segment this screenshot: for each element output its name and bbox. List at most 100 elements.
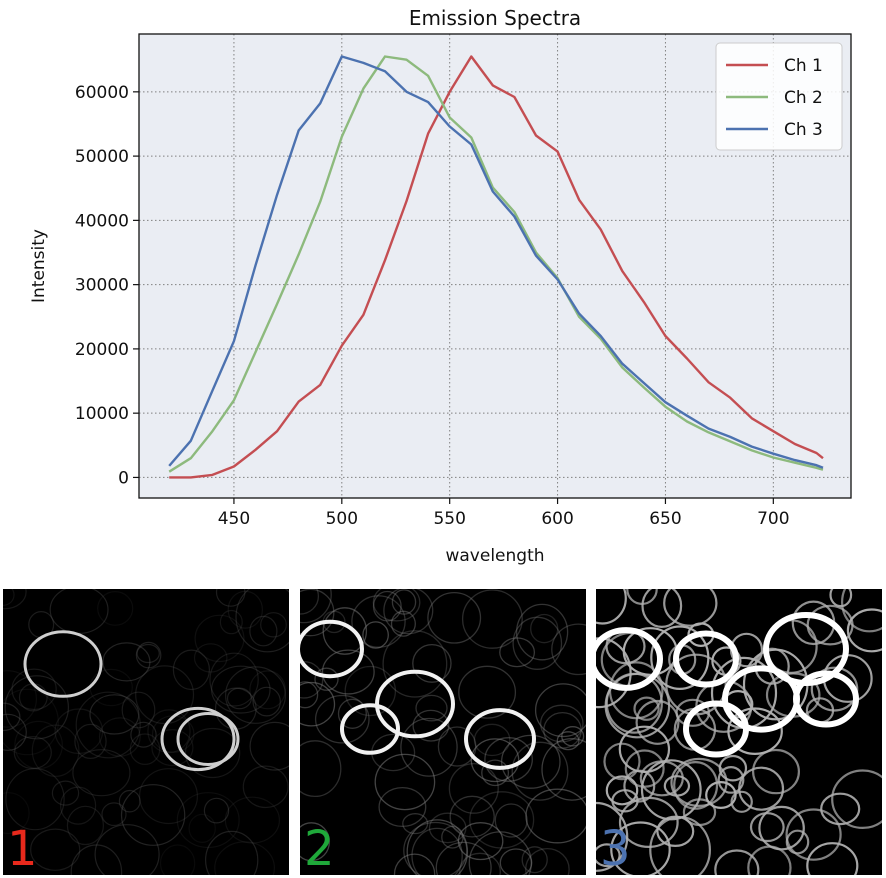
cell-outline xyxy=(226,687,252,710)
x-tick-label: 650 xyxy=(649,509,681,529)
bright-cell-wall xyxy=(160,706,236,772)
cell-outline xyxy=(118,789,141,813)
cell-outline xyxy=(98,717,141,757)
cell-outline xyxy=(640,759,702,821)
cell-outline xyxy=(831,769,882,829)
cell-outline xyxy=(249,615,278,647)
cell-outline xyxy=(300,589,332,624)
cell-outline xyxy=(383,589,434,635)
cell-outline xyxy=(605,775,639,806)
cell-outline xyxy=(120,784,186,846)
cell-outline xyxy=(402,813,429,835)
cell-outline xyxy=(543,711,582,749)
cell-outline xyxy=(102,642,151,682)
cell-outline xyxy=(321,649,375,695)
bright-cell-wall xyxy=(683,700,749,758)
cell-outline xyxy=(219,609,243,635)
cell-outline xyxy=(521,846,548,874)
cell-outline xyxy=(785,808,842,861)
cell-micrograph-ch1 xyxy=(3,589,289,875)
cell-outline xyxy=(224,796,280,844)
cell-outline xyxy=(411,827,463,875)
cell-outline xyxy=(101,802,127,827)
cell-outline xyxy=(72,749,131,797)
cell-outline xyxy=(378,786,427,828)
cell-outline xyxy=(372,589,421,622)
x-tick-label: 600 xyxy=(541,509,573,529)
cell-outline xyxy=(390,610,416,637)
cell-outline xyxy=(211,665,271,714)
cell-outline xyxy=(752,748,801,795)
cell-outline xyxy=(351,595,406,648)
cell-outline xyxy=(499,848,533,875)
cell-outline xyxy=(337,698,367,729)
cell-outline xyxy=(215,589,246,607)
cell-outline xyxy=(3,688,59,756)
cell-outline xyxy=(382,630,448,698)
cell-outline xyxy=(13,736,52,770)
cell-outline xyxy=(74,723,107,759)
cell-outline xyxy=(393,853,436,875)
cell-outline xyxy=(525,788,586,844)
bright-cell-wall xyxy=(23,630,103,698)
cell-outline xyxy=(59,786,97,825)
chart-legend: Ch 1 Ch 2 Ch 3 xyxy=(715,42,843,151)
cell-outline xyxy=(31,724,80,777)
channel-label-1: 1 xyxy=(7,821,38,875)
cell-outline xyxy=(225,666,287,724)
cell-outline xyxy=(618,725,671,773)
cell-outline xyxy=(499,637,536,668)
y-tick-label: 50000 xyxy=(75,147,129,167)
cell-outline xyxy=(730,790,753,813)
bright-cell-wall xyxy=(375,669,455,739)
cell-outline xyxy=(469,791,535,849)
cell-outline xyxy=(193,643,228,673)
cell-outline xyxy=(412,709,450,742)
cell-outline xyxy=(136,643,160,664)
cell-outline xyxy=(846,608,882,653)
cell-outline xyxy=(459,852,501,875)
bright-cell-wall xyxy=(340,703,400,755)
cell-outline xyxy=(738,766,785,811)
cell-outline xyxy=(18,683,48,712)
cell-outline xyxy=(596,801,629,872)
cell-outline xyxy=(322,607,368,655)
bright-cell-wall xyxy=(596,627,663,691)
legend-label: Ch 1 xyxy=(784,56,823,76)
cell-outline xyxy=(11,668,57,711)
cell-outline xyxy=(94,824,160,875)
cell-outline xyxy=(66,805,105,846)
cell-outline xyxy=(184,727,241,779)
cell-outline xyxy=(551,623,586,676)
cell-outline xyxy=(70,844,123,875)
bright-cell-wall xyxy=(673,630,739,688)
cell-outline xyxy=(610,821,671,875)
cell-outline xyxy=(639,760,684,797)
channel-image-1: 1 xyxy=(3,589,289,875)
plot-frame xyxy=(138,33,852,499)
cell-outline xyxy=(663,775,691,797)
cell-outline xyxy=(441,825,464,849)
legend-label: Ch 2 xyxy=(784,88,823,108)
cell-outline xyxy=(415,694,448,722)
y-axis-label: Intensity xyxy=(29,229,49,303)
cell-outline xyxy=(596,637,632,709)
cell-outline xyxy=(435,841,492,875)
cell-outline xyxy=(649,816,711,875)
cell-outline xyxy=(3,702,21,732)
cell-outline xyxy=(362,621,389,649)
cell-outline xyxy=(714,849,760,875)
cell-outline xyxy=(129,733,161,765)
cell-outline xyxy=(758,805,805,851)
cell-micrograph-ch2 xyxy=(300,589,586,875)
cell-outline xyxy=(260,612,287,638)
cell-outline xyxy=(75,691,141,759)
cell-outline xyxy=(603,742,641,781)
cell-outline xyxy=(3,589,27,610)
cell-outline xyxy=(159,844,196,875)
emission-spectra-chart: Emission Spectra 450 500 550 600 650 700 0 1000… xyxy=(29,6,852,566)
cell-outline xyxy=(641,589,683,628)
cell-outline xyxy=(484,737,533,782)
cell-outline xyxy=(314,694,370,744)
cell-outline xyxy=(829,589,853,608)
